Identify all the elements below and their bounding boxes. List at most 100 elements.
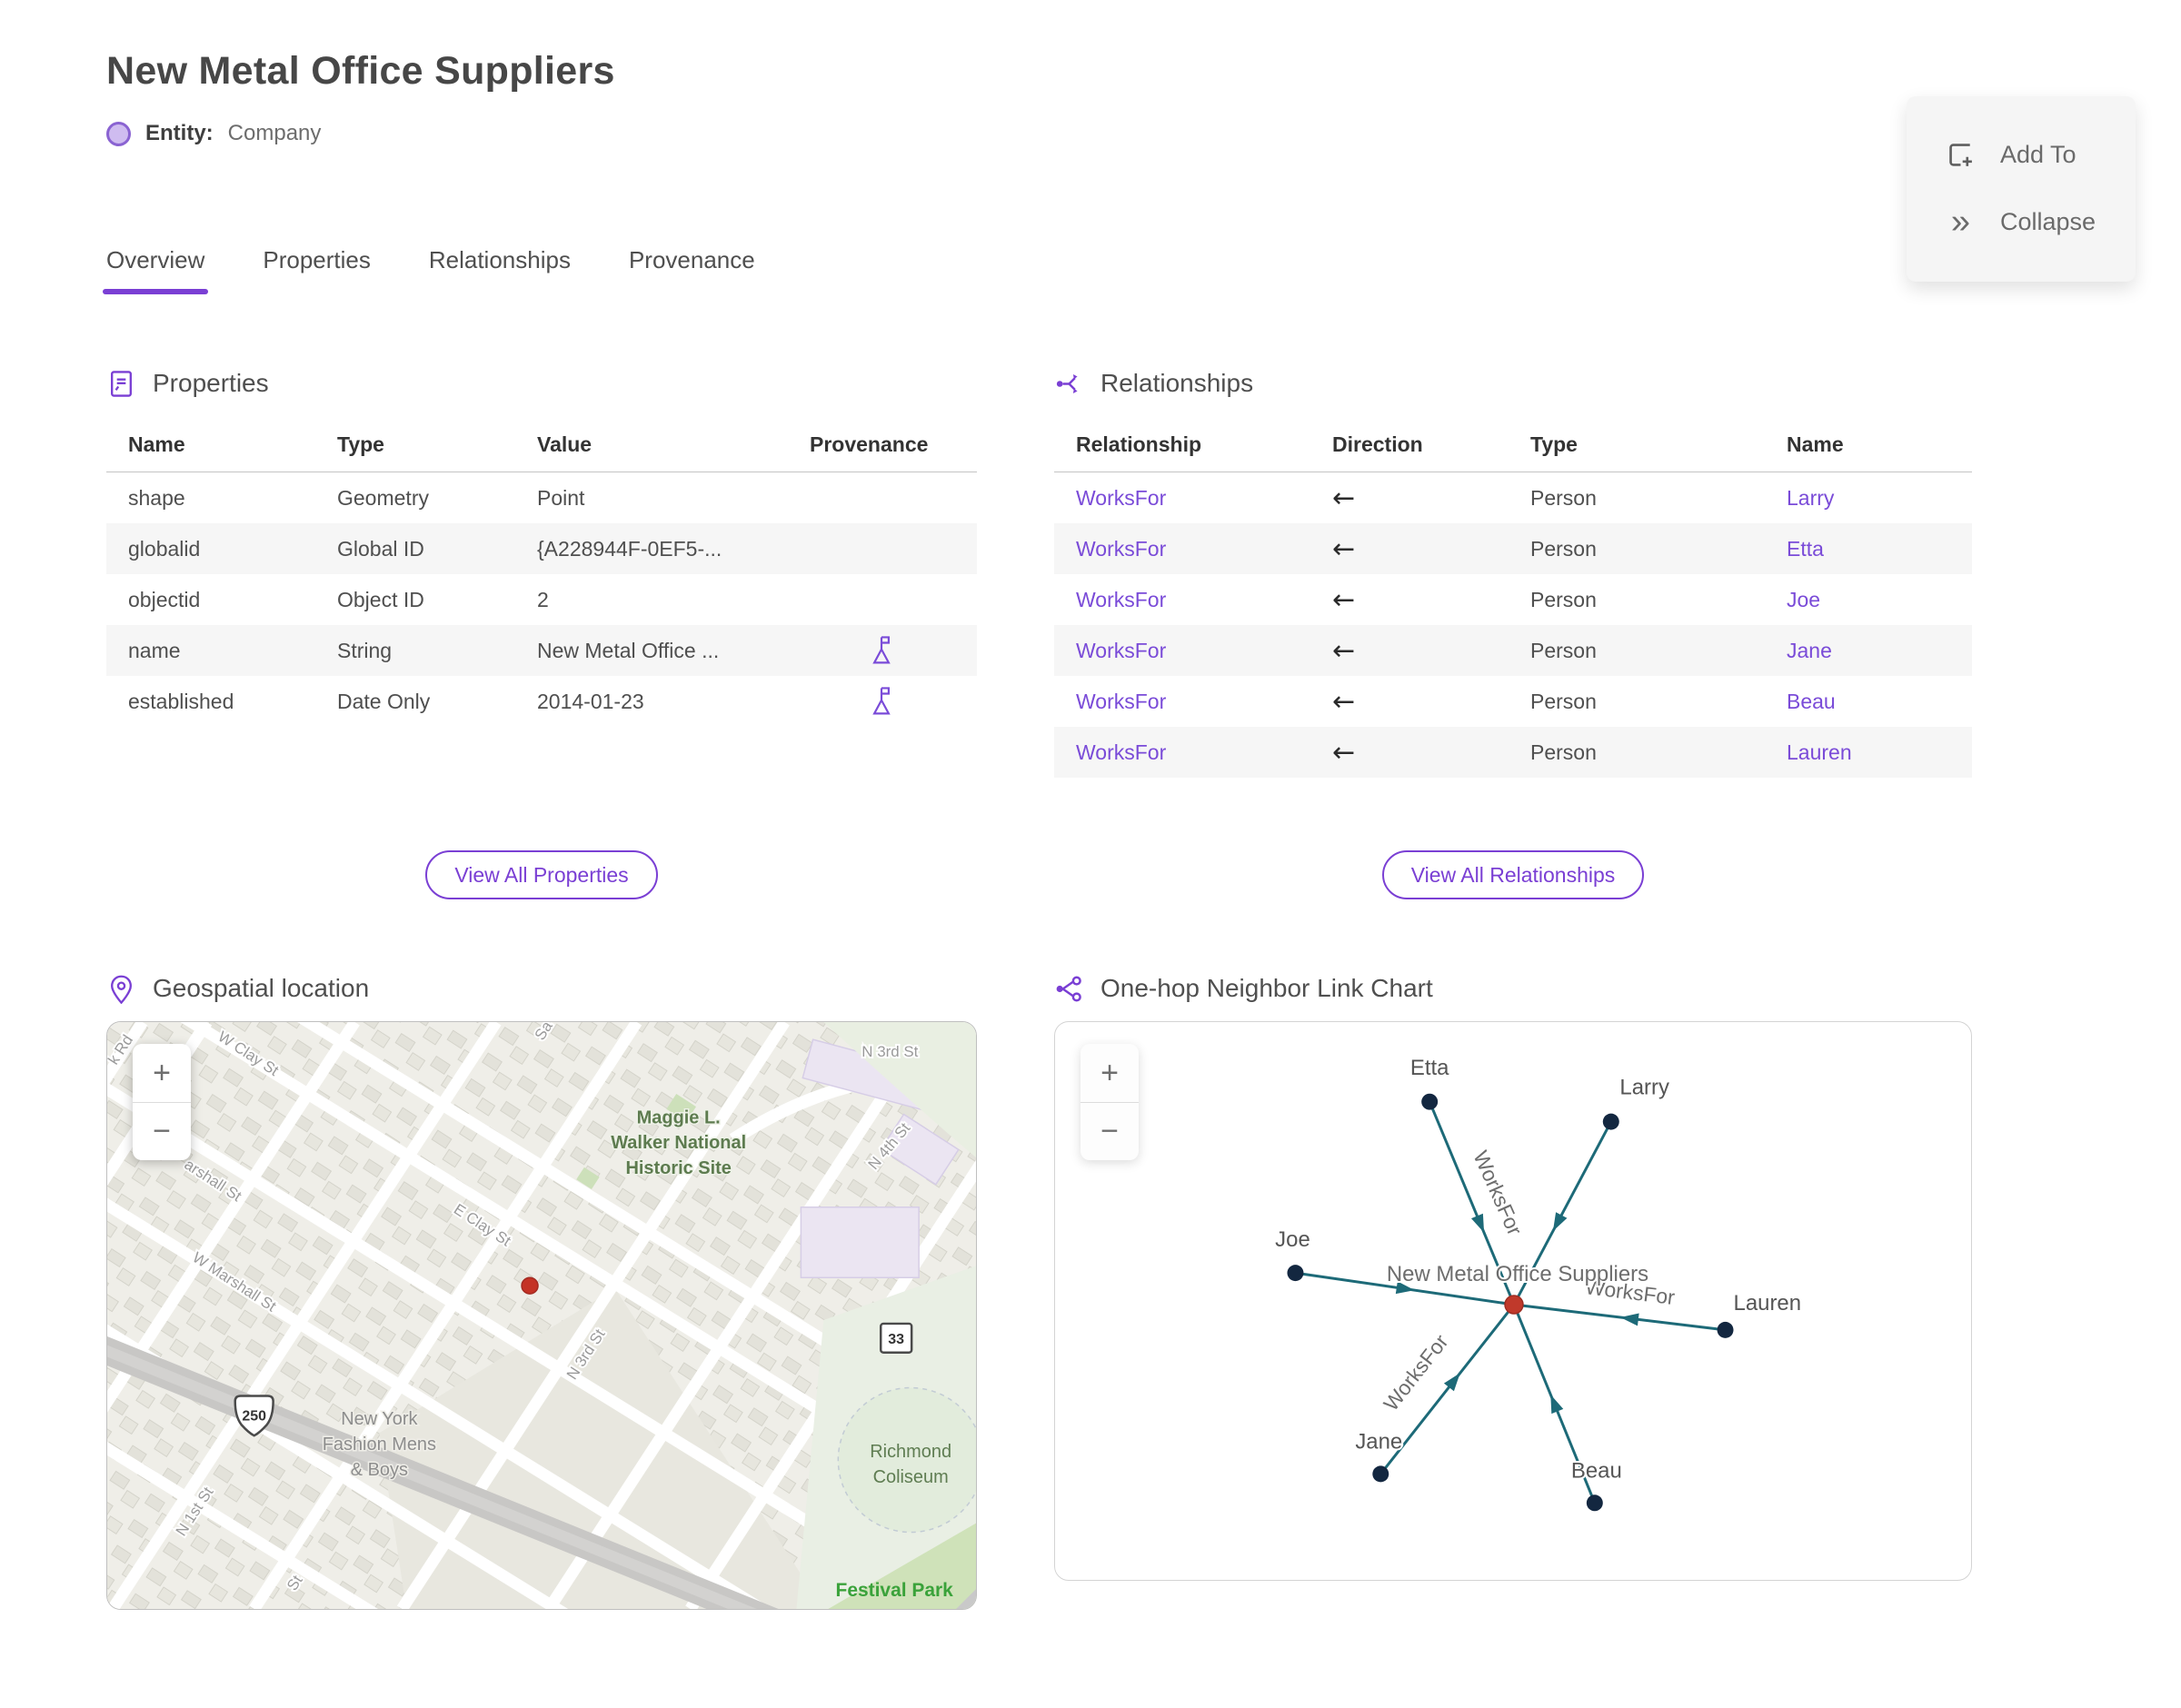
relationship-link[interactable]: WorksFor (1076, 587, 1167, 611)
direction-arrow: ← (1332, 685, 1356, 718)
col-direction: Direction (1332, 432, 1423, 456)
linkchart-section-title: One-hop Neighbor Link Chart (1100, 974, 1433, 1002)
graph-center-label: New Metal Office Suppliers (1387, 1262, 1648, 1286)
col-type: Type (1530, 432, 1578, 456)
relationship-link[interactable]: WorksFor (1076, 638, 1167, 662)
entity-value: Company (227, 121, 322, 145)
prop-name: name (128, 638, 181, 662)
entity-type-badge (106, 121, 131, 146)
relationship-link[interactable]: WorksFor (1076, 740, 1167, 764)
prop-name: objectid (128, 587, 201, 611)
svg-text:& Boys: & Boys (351, 1460, 408, 1480)
collapse-icon: » (1950, 203, 1971, 241)
route-shield-250: 250 (234, 1395, 274, 1437)
actions-panel: Add To » Collapse (1907, 96, 2136, 282)
tab-bar: Overview Properties Relationships Proven… (102, 246, 2181, 294)
prop-name: established (128, 689, 234, 713)
related-type: Person (1530, 689, 1597, 713)
zoom-in-button[interactable]: + (153, 1055, 171, 1090)
relationships-column: Relationships Relationship Direction Typ… (1054, 365, 1972, 1581)
link-chart-canvas[interactable]: WorksForWorksForWorksForEttaLarryJoeLaur… (1055, 1022, 1971, 1580)
provenance-flag-icon[interactable] (868, 686, 895, 717)
entity-link[interactable]: Larry (1787, 485, 1835, 510)
table-row: established Date Only 2014-01-23 (106, 676, 977, 727)
col-relationship: Relationship (1076, 432, 1202, 456)
prop-value: 2014-01-23 (537, 689, 644, 713)
relationship-link[interactable]: WorksFor (1076, 485, 1167, 510)
map-canvas[interactable]: k Rd W Clay St Sa N 3rd St Maggie L. Wal… (107, 1022, 976, 1609)
relationships-table-header: Relationship Direction Type Name (1054, 402, 1972, 472)
zoom-out-button[interactable]: − (1081, 1102, 1139, 1160)
location-marker[interactable] (521, 1276, 539, 1295)
entity-link[interactable]: Lauren (1787, 740, 1852, 764)
properties-table: Name Type Value Provenance shape Geometr… (106, 402, 977, 783)
graph-node[interactable] (1717, 1321, 1734, 1338)
relationship-link[interactable]: WorksFor (1076, 689, 1167, 713)
svg-text:Festival Park: Festival Park (836, 1580, 954, 1601)
svg-text:250: 250 (242, 1408, 266, 1424)
view-all-properties-button[interactable]: View All Properties (425, 850, 658, 899)
prop-provenance (810, 686, 977, 717)
link-chart-icon (1056, 975, 1081, 1002)
provenance-flag-icon[interactable] (868, 635, 895, 666)
direction-arrow: ← (1332, 736, 1356, 769)
tab-relationships[interactable]: Relationships (428, 246, 571, 273)
graph-edge (1379, 1304, 1516, 1475)
page-title: New Metal Office Suppliers (106, 49, 615, 93)
table-row: WorksFor ← Person Larry (1054, 472, 1972, 523)
prop-name: shape (128, 485, 185, 510)
graph-node[interactable] (1586, 1494, 1603, 1512)
related-type: Person (1530, 740, 1597, 764)
add-to-button[interactable]: Add To (1907, 139, 2136, 171)
entity-link[interactable]: Joe (1787, 587, 1821, 611)
related-type: Person (1530, 485, 1597, 510)
relationships-icon (1056, 373, 1078, 393)
collapse-button[interactable]: » Collapse (1907, 204, 2136, 239)
relationship-link[interactable]: WorksFor (1076, 536, 1167, 561)
properties-icon (111, 370, 132, 397)
graph-node[interactable] (1372, 1465, 1389, 1483)
zoom-in-button[interactable]: + (1100, 1055, 1119, 1090)
zoom-out-button[interactable]: − (133, 1102, 191, 1160)
graph-node[interactable] (1602, 1113, 1619, 1130)
svg-text:Fashion Mens: Fashion Mens (323, 1435, 436, 1455)
geospatial-section-title: Geospatial location (153, 974, 370, 1002)
edge-arrowhead (1470, 1213, 1485, 1233)
table-row: WorksFor ← Person Joe (1054, 574, 1972, 625)
chart-zoom-control: + − (1081, 1044, 1139, 1160)
table-row: objectid Object ID 2 (106, 574, 977, 625)
prop-value: {A228944F-0EF5-... (537, 536, 722, 561)
geospatial-section-header: Geospatial location (106, 970, 977, 1007)
direction-arrow: ← (1332, 583, 1356, 616)
route-shield-33: 33 (879, 1322, 913, 1354)
direction-arrow: ← (1332, 482, 1356, 514)
svg-text:33: 33 (888, 1332, 904, 1347)
view-all-relationships-button[interactable]: View All Relationships (1381, 850, 1645, 899)
edge-arrowhead (1443, 1373, 1460, 1392)
table-row: name String New Metal Office ... (106, 625, 977, 676)
prop-name: globalid (128, 536, 201, 561)
entity-link[interactable]: Etta (1787, 536, 1824, 561)
graph-node-label: Larry (1619, 1076, 1669, 1100)
graph-node[interactable] (1287, 1265, 1304, 1282)
tab-properties[interactable]: Properties (263, 246, 371, 273)
tab-provenance[interactable]: Provenance (628, 246, 755, 273)
graph-edge (1513, 1303, 1726, 1332)
edge-arrowhead (1395, 1281, 1415, 1295)
direction-arrow: ← (1332, 634, 1356, 667)
prop-type: Global ID (337, 536, 424, 561)
graph-node-label: Jane (1355, 1429, 1402, 1454)
tab-overview[interactable]: Overview (102, 246, 209, 294)
relationships-table: Relationship Direction Type Name WorksFo… (1054, 402, 1972, 783)
graph-center-node[interactable] (1504, 1295, 1524, 1315)
entity-link[interactable]: Beau (1787, 689, 1836, 713)
table-row: shape Geometry Point (106, 472, 977, 523)
table-row: WorksFor ← Person Beau (1054, 676, 1972, 727)
entity-link[interactable]: Jane (1787, 638, 1832, 662)
edge-arrowhead (1550, 1394, 1564, 1415)
direction-arrow: ← (1332, 532, 1356, 565)
svg-text:Historic Site: Historic Site (625, 1158, 731, 1178)
coliseum-footprint (837, 1386, 976, 1534)
graph-node[interactable] (1421, 1093, 1439, 1110)
properties-column: Properties Name Type Value Provenance sh… (106, 365, 977, 1610)
